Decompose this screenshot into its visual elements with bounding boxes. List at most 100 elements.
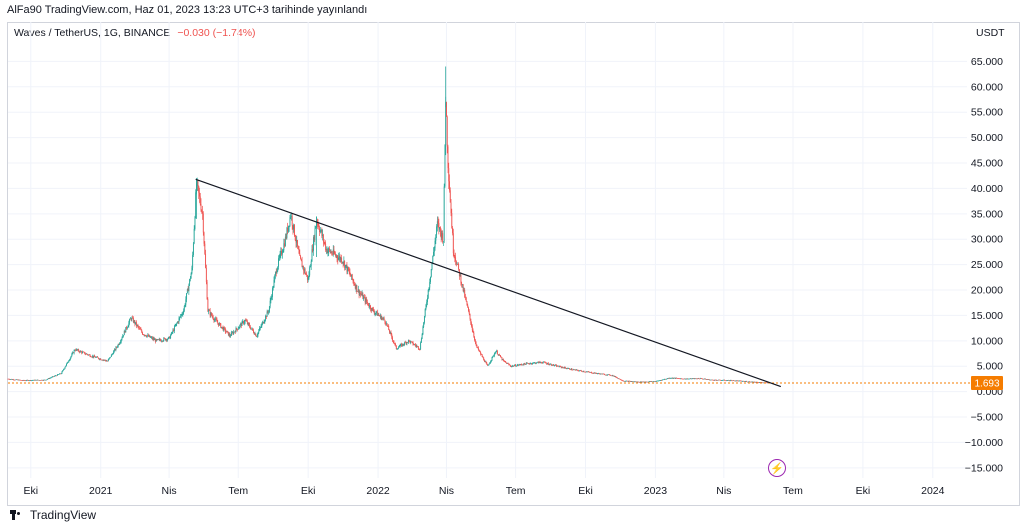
candle-body (646, 381, 648, 383)
candle-body (464, 289, 466, 297)
candle-body (249, 324, 251, 328)
candle-body (709, 379, 711, 381)
candle-body (235, 328, 237, 333)
symbol-label[interactable]: Waves / TetherUS, 1G, BINANCE (14, 27, 171, 39)
candle-body (393, 341, 395, 344)
candle-body (206, 281, 208, 300)
candle-body (259, 328, 260, 331)
candle-body (659, 380, 661, 382)
candle-body (523, 363, 525, 365)
candle-body (658, 380, 659, 382)
candle-body (188, 284, 190, 292)
y-tick-label: −5.000 (971, 412, 1004, 424)
candle-body (493, 353, 495, 356)
candle-body (560, 366, 561, 367)
candle-body (259, 327, 261, 329)
candle-body (98, 358, 100, 360)
candle-body (374, 312, 376, 314)
candle-body (711, 379, 713, 381)
candle-body (177, 321, 179, 323)
candle-body (337, 257, 339, 260)
candle-body (385, 323, 387, 325)
candle-body (294, 235, 296, 240)
candle-body (553, 365, 555, 367)
candle-body (581, 370, 583, 372)
candle-body (82, 351, 84, 353)
candle-body (577, 369, 579, 371)
candle-body (224, 327, 226, 329)
candle-body (334, 253, 336, 255)
candle-body (540, 362, 542, 363)
candle-body (179, 316, 181, 319)
x-tick-label: Eki (301, 485, 316, 497)
candle-body (623, 380, 624, 382)
candle-body (145, 336, 147, 337)
candle-body (133, 320, 135, 323)
candle-body (308, 275, 310, 279)
candle-body (211, 315, 213, 317)
candle-body (588, 371, 590, 373)
candle-body (721, 380, 723, 381)
publish-header: AlFa90 TradingView.com, Haz 01, 2023 13:… (7, 4, 368, 16)
candle-body (391, 334, 393, 338)
candle-body (746, 381, 748, 383)
candle-body (157, 339, 159, 340)
candle-body (9, 379, 11, 380)
candle-body (297, 239, 298, 247)
candle-body (250, 328, 252, 330)
candle-body (20, 380, 22, 381)
candle-body (170, 335, 172, 339)
candle-body (573, 369, 575, 371)
y-tick-label: 30.000 (971, 234, 1003, 246)
candle-body (199, 192, 200, 197)
candle-body (169, 336, 171, 339)
y-tick-label: 65.000 (971, 56, 1003, 68)
candle-body (350, 274, 352, 277)
candle-body (680, 378, 682, 380)
candle-body (123, 330, 125, 336)
candle-body (594, 372, 596, 374)
candle-body (265, 315, 267, 321)
candle-body (97, 356, 99, 358)
candle-body (500, 356, 502, 358)
candle-body (520, 364, 522, 365)
candle-body (722, 380, 724, 381)
candle-body (167, 337, 169, 340)
candle-body (363, 297, 365, 299)
candle-body (404, 342, 406, 345)
candle-body (73, 350, 75, 354)
candle-body (663, 379, 665, 381)
candle-body (326, 249, 328, 253)
candle-body (554, 365, 556, 366)
candle-body (92, 355, 94, 358)
candle-body (112, 353, 114, 355)
candle-body (147, 335, 149, 336)
candle-body (394, 343, 396, 344)
candle-body (493, 355, 495, 357)
candle-body (338, 257, 340, 260)
candle-body (694, 378, 696, 379)
candle-body (677, 378, 678, 379)
candle-body (738, 380, 740, 382)
candle-body (534, 362, 536, 364)
y-tick-label: 10.000 (971, 335, 1003, 347)
candle-body (620, 378, 621, 380)
candle-body (688, 378, 690, 380)
chart-legend: Waves / TetherUS, 1G, BINANCE −0.030 (−1… (14, 27, 256, 39)
candle-body (505, 361, 507, 363)
candle-body (550, 364, 552, 365)
candle-body (59, 373, 61, 375)
candle-body (240, 323, 241, 326)
candle-body (699, 378, 701, 379)
candle-body (202, 211, 203, 214)
candle-body (445, 102, 447, 146)
candle-body (46, 379, 48, 381)
candle-body (62, 370, 64, 372)
flash-icon[interactable]: ⚡ (768, 459, 786, 477)
trendline (195, 178, 782, 388)
candle-body (668, 377, 670, 379)
candle-body (533, 362, 535, 364)
candle-body (608, 374, 610, 376)
candle-body (535, 363, 537, 364)
